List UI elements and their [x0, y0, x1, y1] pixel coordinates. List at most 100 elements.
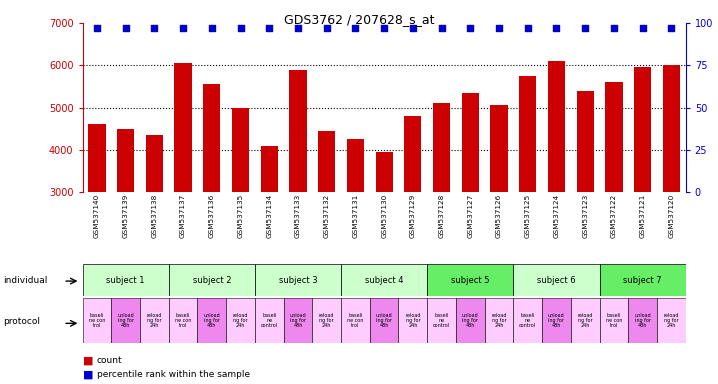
Bar [433, 103, 450, 319]
Bar [577, 91, 594, 319]
Bar [169, 298, 197, 343]
Bar [657, 298, 686, 343]
Bar [341, 264, 427, 296]
Point [407, 25, 419, 31]
Bar [519, 76, 536, 319]
Bar [88, 124, 106, 319]
Point [206, 25, 218, 31]
Text: unload
ing for
48h: unload ing for 48h [203, 313, 220, 328]
Text: subject 5: subject 5 [451, 276, 490, 285]
Bar [456, 298, 485, 343]
Text: GSM537121: GSM537121 [640, 194, 645, 238]
Bar [255, 298, 284, 343]
Text: GSM537137: GSM537137 [180, 194, 186, 238]
Text: GSM537140: GSM537140 [94, 194, 100, 238]
Text: GSM537139: GSM537139 [123, 194, 129, 238]
Bar [513, 264, 600, 296]
Bar [146, 135, 163, 319]
Bar [513, 298, 542, 343]
Text: unload
ing for
48h: unload ing for 48h [548, 313, 565, 328]
Point [493, 25, 505, 31]
Text: GSM537120: GSM537120 [668, 194, 674, 238]
Text: subject 6: subject 6 [537, 276, 576, 285]
Text: GSM537134: GSM537134 [266, 194, 272, 238]
Text: GSM537128: GSM537128 [439, 194, 444, 238]
Text: baseli
ne
control: baseli ne control [261, 313, 278, 328]
Point [177, 25, 189, 31]
Bar [398, 298, 427, 343]
Bar [628, 298, 657, 343]
Text: reload
ng for
24h: reload ng for 24h [577, 313, 593, 328]
Point [120, 25, 131, 31]
Text: subject 7: subject 7 [623, 276, 662, 285]
Bar [427, 264, 513, 296]
Bar [255, 264, 341, 296]
Bar [261, 146, 278, 319]
Text: reload
ng for
24h: reload ng for 24h [146, 313, 162, 328]
Text: unload
ing for
48h: unload ing for 48h [117, 313, 134, 328]
Text: GDS3762 / 207628_s_at: GDS3762 / 207628_s_at [284, 13, 434, 26]
Text: baseli
ne
control: baseli ne control [433, 313, 450, 328]
Text: baseli
ne con
trol: baseli ne con trol [175, 313, 191, 328]
Text: unload
ing for
48h: unload ing for 48h [376, 313, 393, 328]
Text: count: count [97, 356, 123, 366]
Point [551, 25, 562, 31]
Text: GSM537127: GSM537127 [467, 194, 473, 238]
Point [608, 25, 620, 31]
Point [579, 25, 591, 31]
Text: subject 3: subject 3 [279, 276, 317, 285]
Text: baseli
ne con
trol: baseli ne con trol [348, 313, 363, 328]
Text: GSM537131: GSM537131 [353, 194, 358, 238]
Bar [174, 63, 192, 319]
Point [637, 25, 648, 31]
Bar [83, 264, 169, 296]
Text: GSM537138: GSM537138 [151, 194, 157, 238]
Text: reload
ng for
24h: reload ng for 24h [233, 313, 248, 328]
Bar [490, 106, 508, 319]
Bar [462, 93, 479, 319]
Text: ■: ■ [83, 369, 93, 379]
Text: reload
ng for
24h: reload ng for 24h [663, 313, 679, 328]
Bar [232, 108, 249, 319]
Text: ■: ■ [83, 356, 93, 366]
Bar [542, 298, 571, 343]
Point [292, 25, 304, 31]
Bar [312, 298, 341, 343]
Text: reload
ng for
24h: reload ng for 24h [319, 313, 335, 328]
Bar [427, 298, 456, 343]
Text: GSM537133: GSM537133 [295, 194, 301, 238]
Bar [605, 82, 623, 319]
Text: subject 2: subject 2 [192, 276, 231, 285]
Text: subject 1: subject 1 [106, 276, 145, 285]
Bar [111, 298, 140, 343]
Text: GSM537123: GSM537123 [582, 194, 588, 238]
Bar [203, 84, 220, 319]
Text: baseli
ne con
trol: baseli ne con trol [606, 313, 622, 328]
Text: GSM537129: GSM537129 [410, 194, 416, 238]
Bar [117, 129, 134, 319]
Bar [485, 298, 513, 343]
Point [436, 25, 447, 31]
Bar [571, 298, 600, 343]
Bar [404, 116, 421, 319]
Text: GSM537135: GSM537135 [238, 194, 243, 238]
Text: GSM537126: GSM537126 [496, 194, 502, 238]
Bar [347, 139, 364, 319]
Bar [226, 298, 255, 343]
Point [666, 25, 677, 31]
Point [149, 25, 160, 31]
Point [264, 25, 275, 31]
Bar [197, 298, 226, 343]
Text: unload
ing for
48h: unload ing for 48h [289, 313, 307, 328]
Bar [318, 131, 335, 319]
Text: unload
ing for
48h: unload ing for 48h [634, 313, 651, 328]
Text: GSM537130: GSM537130 [381, 194, 387, 238]
Bar [289, 70, 307, 319]
Point [378, 25, 390, 31]
Point [465, 25, 476, 31]
Text: GSM537124: GSM537124 [554, 194, 559, 238]
Point [91, 25, 103, 31]
Bar [634, 68, 651, 319]
Point [235, 25, 246, 31]
Bar [341, 298, 370, 343]
